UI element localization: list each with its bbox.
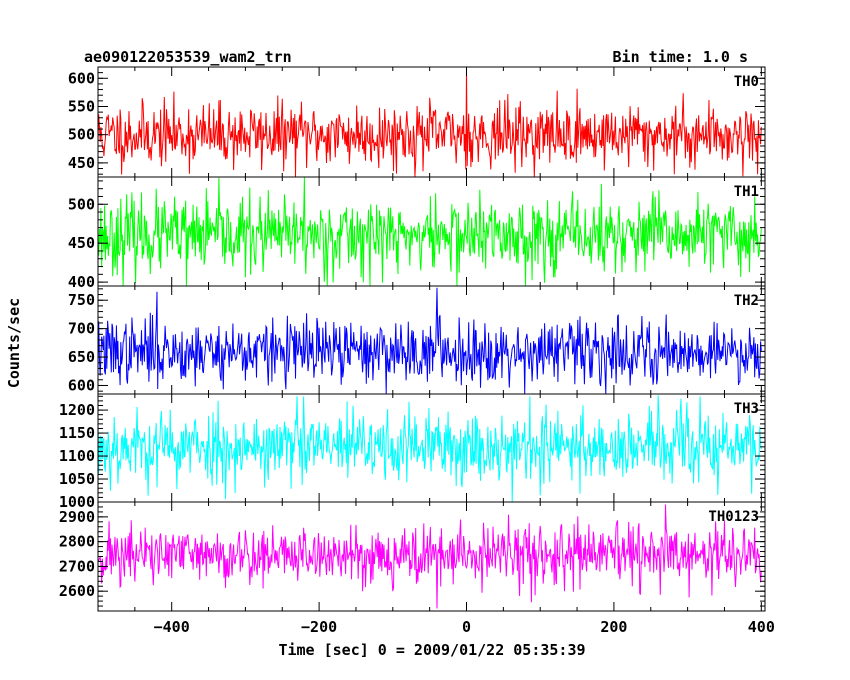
y-tick-label: 600 [68, 69, 95, 87]
y-tick-label: 1000 [59, 493, 95, 511]
series-line-th0123 [97, 504, 762, 609]
y-tick-label: 2600 [59, 582, 95, 600]
y-tick-label: 1200 [59, 401, 95, 419]
y-tick-label: 2800 [59, 533, 95, 551]
series-line-th1 [97, 176, 762, 287]
y-tick-label: 650 [68, 348, 95, 366]
series-line-th3 [97, 395, 762, 503]
y-tick-label: 1100 [59, 447, 95, 465]
y-tick-label: 750 [68, 291, 95, 309]
series-line-th2 [97, 287, 762, 395]
y-tick-label: 400 [68, 273, 95, 291]
x-tick-label: −200 [301, 618, 337, 636]
y-tick-label: 600 [68, 376, 95, 394]
panel-th3: 1000 1050 1100 1150 1200 TH3 [59, 393, 766, 511]
y-tick-label: 500 [68, 126, 95, 144]
panel-th1: 400 450 500 TH1 [68, 176, 766, 291]
x-tick-label: −400 [154, 618, 190, 636]
y-tick-label: 700 [68, 320, 95, 338]
x-tick-label: 400 [748, 618, 775, 636]
x-axis: −400 −200 0 200 400 [154, 618, 775, 636]
panel-th2: 600 650 700 750 TH2 [68, 285, 766, 395]
y-tick-label: 1150 [59, 424, 95, 442]
y-tick-label: 550 [68, 97, 95, 115]
series-line-th0 [97, 66, 762, 178]
panel-th0: 450 500 550 600 TH0 [68, 66, 766, 178]
y-tick-label: 1050 [59, 470, 95, 488]
panels-group: 450 500 550 600 TH0 400 450 500 TH1 600 650 700 750 T… [59, 66, 766, 612]
chart-title: ae090122053539_wam2_trn [84, 48, 292, 66]
y-axis-title: Counts/sec [5, 298, 23, 388]
panel-label-th1: TH1 [734, 184, 759, 200]
panel-label-th0123: TH0123 [708, 509, 759, 525]
panel-th0123: 2600 2700 2800 2900 TH0123 [59, 501, 766, 612]
panel-label-th3: TH3 [734, 401, 759, 417]
panel-label-th0: TH0 [734, 74, 759, 90]
panel-label-th2: TH2 [734, 293, 759, 309]
x-tick-label: 200 [600, 618, 627, 636]
x-axis-title: Time [sec] 0 = 2009/01/22 05:35:39 [278, 641, 585, 659]
y-tick-label: 500 [68, 195, 95, 213]
x-tick-label: 0 [462, 618, 471, 636]
y-tick-label: 2700 [59, 557, 95, 575]
y-tick-label: 450 [68, 154, 95, 172]
y-tick-label: 2900 [59, 508, 95, 526]
bin-time-label: Bin time: 1.0 s [613, 48, 748, 66]
y-tick-label: 450 [68, 234, 95, 252]
